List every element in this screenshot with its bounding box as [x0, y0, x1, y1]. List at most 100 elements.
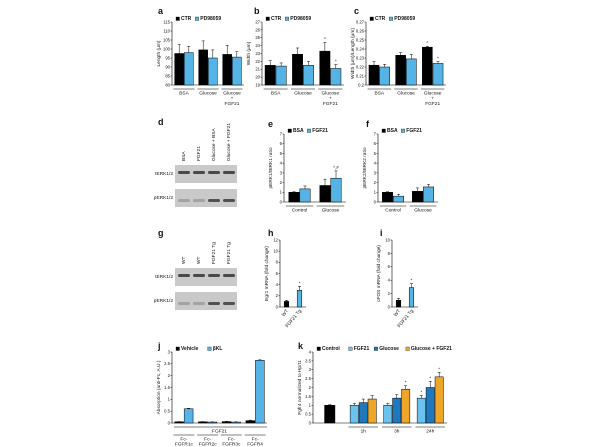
legend-swatch	[175, 346, 180, 351]
category-label: 3h	[394, 429, 400, 435]
y-tick-label: 23	[255, 51, 260, 56]
category-label: Fc-FGFR1c	[175, 437, 194, 447]
bar	[367, 398, 377, 424]
y-tick-label: 80	[165, 82, 170, 87]
bar	[183, 408, 194, 424]
category-label: 24h	[426, 429, 434, 435]
text-line: Fc-	[228, 437, 235, 443]
y-tick-label: 5	[374, 151, 377, 156]
y-tick-label: 0.24	[356, 46, 365, 51]
legend-label: CTR	[375, 16, 386, 22]
panel-letter: f	[366, 119, 370, 129]
blot-band	[223, 199, 235, 202]
category-label: Glucose	[414, 208, 432, 214]
bar	[208, 57, 218, 86]
legend-swatch	[207, 346, 212, 351]
y-tick-label: 0.5	[305, 412, 311, 417]
lane-label: WT	[196, 256, 202, 264]
text-line: Glucose	[424, 91, 442, 97]
category-label: Glucose	[397, 91, 415, 97]
blot-band	[193, 199, 205, 202]
legend-swatch	[401, 128, 405, 133]
y-tick-label: 0.2	[358, 82, 364, 87]
text-line: FGFR1c	[175, 442, 194, 447]
lane-label: FGF21 Tg	[226, 242, 232, 264]
bar	[231, 421, 241, 424]
bar	[406, 58, 417, 86]
y-tick-label: 2	[280, 180, 283, 185]
bar	[408, 287, 415, 308]
bar	[319, 50, 331, 86]
bar	[432, 63, 444, 86]
y-tick-label: 3	[309, 367, 312, 372]
y-tick-label: 115	[163, 19, 170, 24]
y-tick-label: 25	[255, 35, 260, 40]
panel-letter: h	[268, 228, 274, 238]
y-tick-label: 4	[309, 349, 312, 354]
bar	[264, 65, 276, 86]
category-label: Glucose + FGF21	[322, 91, 340, 107]
legend-swatch	[405, 346, 410, 351]
legend-label: FGF21	[406, 128, 422, 134]
y-tick-label: 4	[276, 282, 279, 287]
significance-mark: *	[438, 366, 440, 371]
legend-label: CTR	[271, 16, 282, 22]
blot-band	[178, 199, 190, 202]
bar	[255, 360, 265, 424]
chart-j: j 0 0.5 1 1.5 2 2.5 3 Absorption (anti-Fc, A.U.)…	[156, 341, 267, 447]
chart-e: e 0 1 2 3 4 5 6 7 pERK1/tERK1 ratio BSA FGF21 Contro…	[268, 119, 346, 214]
legend-swatch	[381, 128, 386, 133]
bar	[425, 387, 435, 424]
blot-membrane	[175, 165, 237, 183]
row-label: tERK1/2	[155, 171, 173, 177]
text-line: Glucose	[223, 91, 241, 97]
bar	[288, 192, 300, 203]
bar	[416, 397, 426, 424]
text-line: Fc-	[204, 437, 211, 443]
bar	[349, 405, 359, 424]
legend-label: FGF21	[354, 346, 370, 352]
blot-band	[208, 274, 220, 277]
y-tick-label: 1.5	[164, 385, 170, 390]
category-label: WT	[393, 308, 402, 318]
y-tick-label: 12	[273, 237, 278, 242]
western-blot-g: g WT WT FGF21 Tg FGF21 Tg tERK1/2 pERK1/2	[154, 228, 237, 310]
bar	[368, 64, 380, 86]
y-axis-label: Fgfr4 normalized to Hprt1	[297, 360, 303, 415]
legend-label: Glucose + FGF21	[411, 346, 452, 352]
y-tick-label: 3	[280, 170, 283, 175]
y-tick-label: 110	[163, 28, 170, 33]
significance-mark: ^	[324, 36, 326, 41]
y-tick-label: 22	[255, 59, 260, 64]
legend-label: βKL	[213, 346, 223, 352]
bar	[324, 405, 336, 424]
legend-label: CTR	[181, 16, 192, 22]
y-tick-label: 90	[165, 64, 170, 69]
y-tick-label: 10	[273, 249, 278, 254]
y-tick-label: 100	[163, 46, 171, 51]
panel-letter: k	[298, 341, 304, 351]
category-label: 1h	[361, 429, 367, 435]
text-line: FGF21	[225, 101, 240, 107]
blot-band	[223, 274, 235, 277]
bar	[330, 68, 342, 86]
y-tick-label: 4	[388, 278, 391, 283]
bar	[221, 421, 232, 424]
y-axis-label: Width (µm)	[246, 41, 252, 65]
y-tick-label: 7	[280, 131, 283, 136]
y-tick-label: 2.5	[305, 376, 311, 381]
legend-label: PD98059	[290, 16, 311, 22]
text-line: Glucose	[322, 91, 340, 97]
y-tick-label: 105	[163, 37, 171, 42]
significance-mark: *	[437, 56, 439, 61]
y-tick-label: 0.26	[356, 28, 365, 33]
legend-label: Vehicle	[181, 346, 198, 352]
panel-letter: b	[254, 6, 260, 16]
bar	[395, 300, 402, 308]
y-tick-label: 2	[388, 291, 391, 296]
row-label: tERK1/2	[155, 274, 173, 280]
y-axis-label: Width (µm)/Length (µm)	[350, 28, 356, 79]
bar	[232, 56, 242, 86]
category-label: Fc-FGFR2c	[199, 437, 218, 447]
